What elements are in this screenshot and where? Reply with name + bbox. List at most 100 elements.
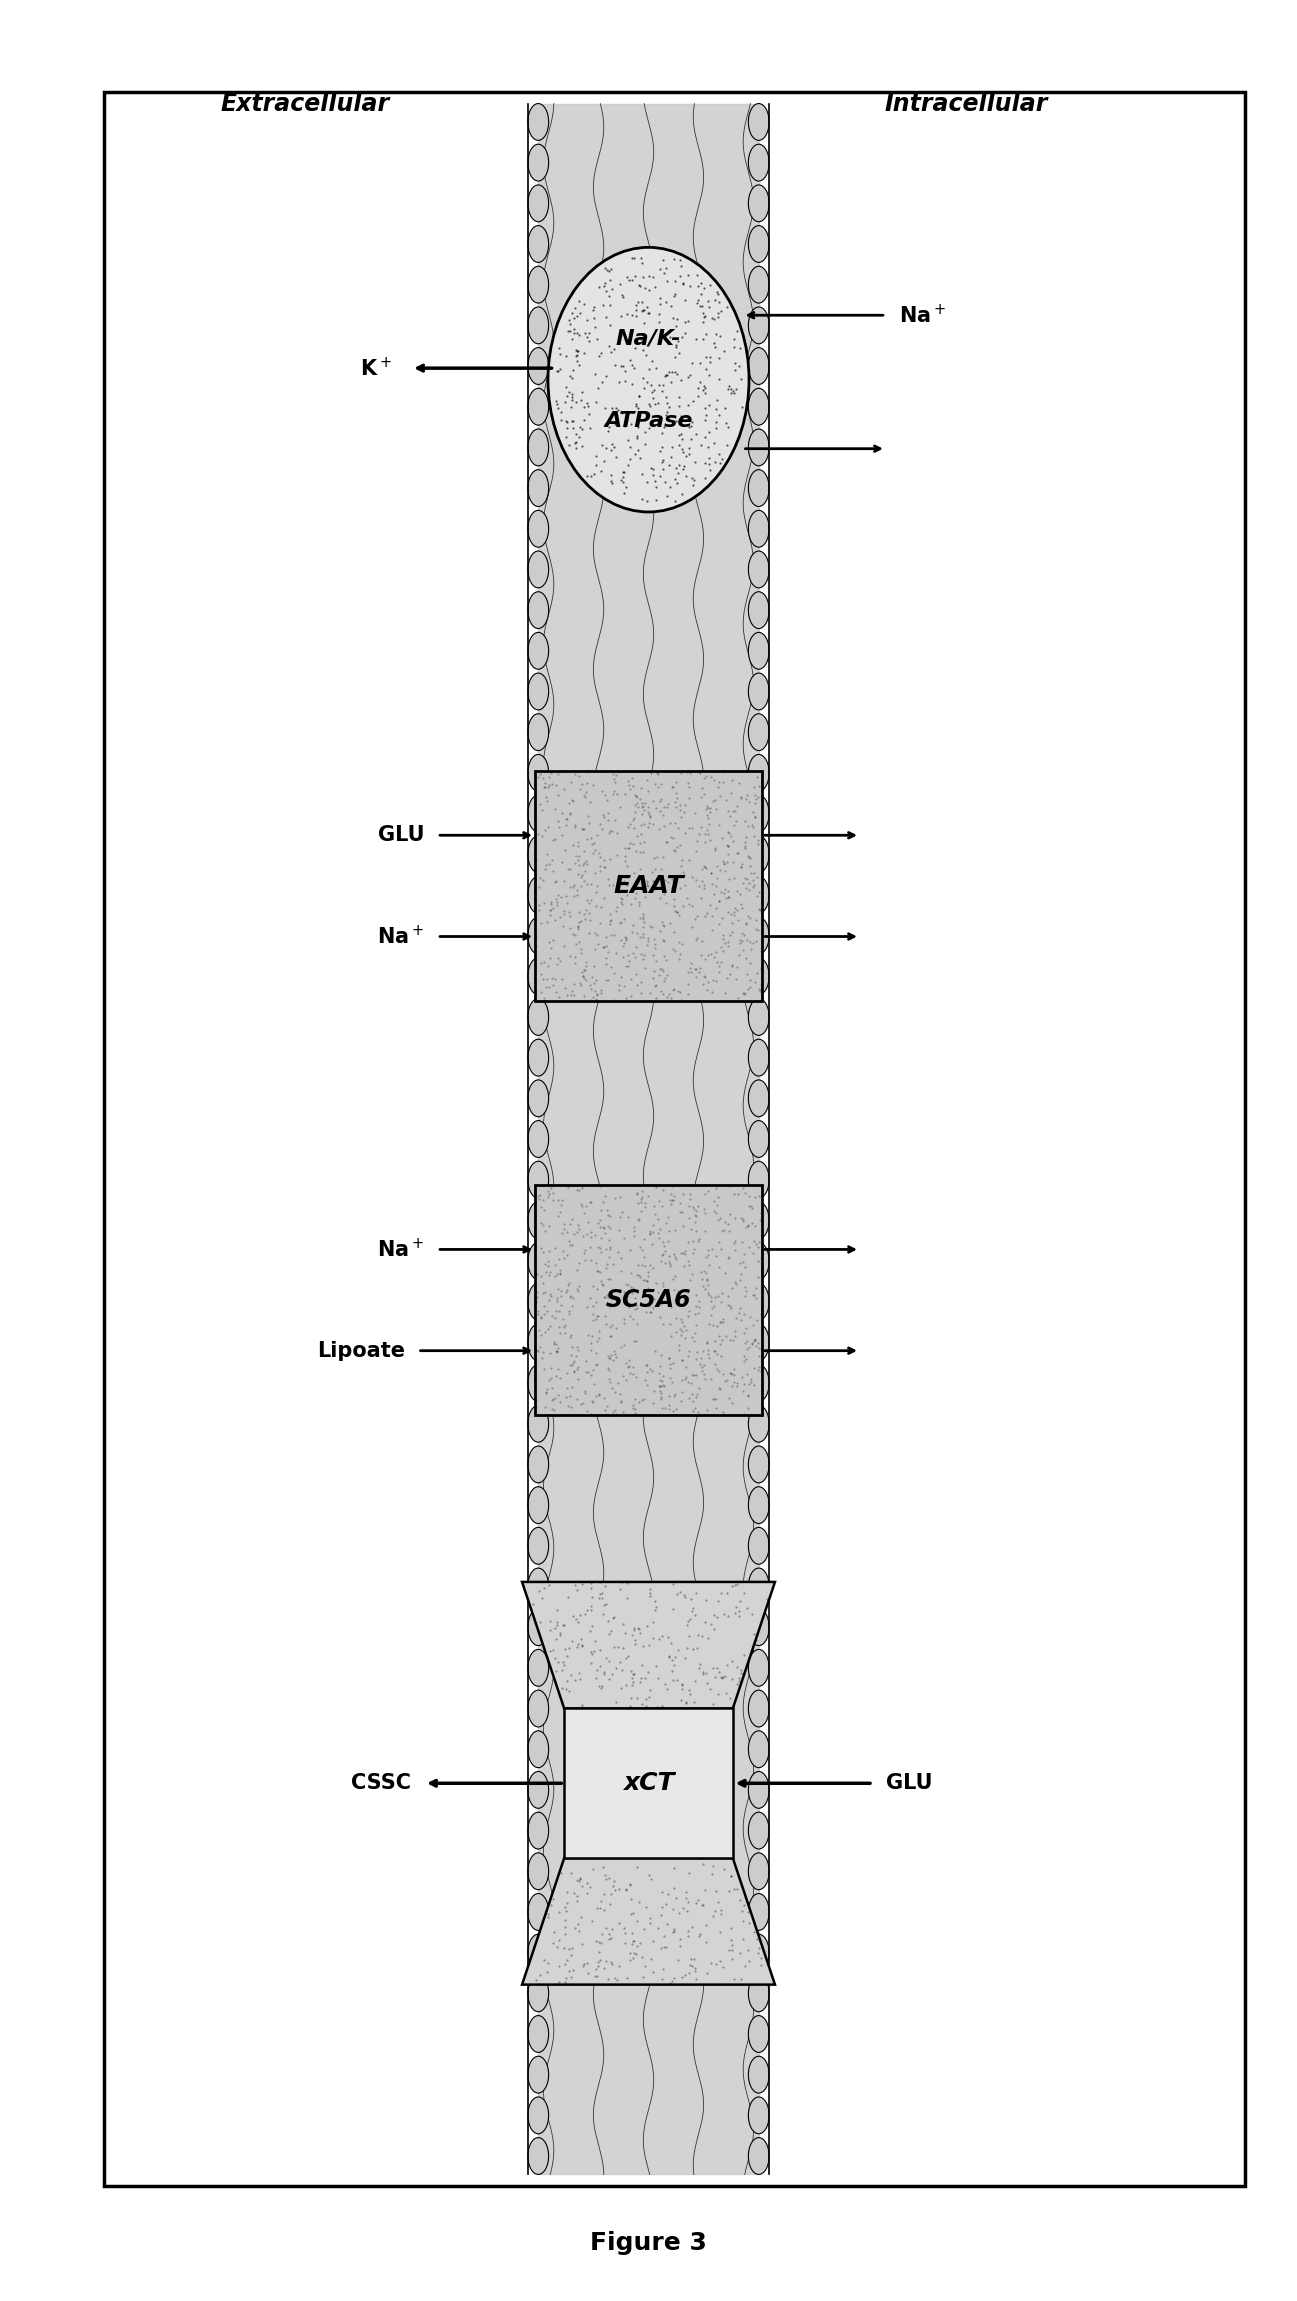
Circle shape: [528, 1772, 549, 1809]
Circle shape: [748, 999, 769, 1035]
Text: K$^+$: K$^+$: [359, 357, 392, 380]
Text: SC5A6: SC5A6: [606, 1289, 691, 1312]
Circle shape: [528, 428, 549, 465]
Circle shape: [748, 511, 769, 548]
Circle shape: [528, 1691, 549, 1728]
Circle shape: [528, 1121, 549, 1157]
Bar: [534, 771, 761, 1001]
Circle shape: [748, 674, 769, 711]
Circle shape: [748, 1852, 769, 1889]
Circle shape: [748, 1364, 769, 1401]
Bar: [104, 92, 1245, 2186]
Text: GLU: GLU: [886, 1774, 933, 1792]
Text: GLU: GLU: [377, 826, 424, 844]
Polygon shape: [521, 1859, 776, 1983]
Circle shape: [748, 1608, 769, 1645]
Circle shape: [528, 389, 549, 426]
Circle shape: [748, 1486, 769, 1523]
Circle shape: [748, 1121, 769, 1157]
Circle shape: [748, 2057, 769, 2094]
Circle shape: [528, 2016, 549, 2052]
Circle shape: [748, 755, 769, 792]
Circle shape: [528, 267, 549, 304]
Circle shape: [528, 2096, 549, 2133]
Circle shape: [748, 633, 769, 670]
Circle shape: [528, 1284, 549, 1321]
Circle shape: [748, 145, 769, 182]
Circle shape: [528, 2057, 549, 2094]
Circle shape: [748, 1284, 769, 1321]
Text: Lipoate: Lipoate: [316, 1341, 405, 1360]
Circle shape: [748, 835, 769, 872]
Circle shape: [528, 347, 549, 384]
Circle shape: [748, 1935, 769, 1972]
Text: ATPase: ATPase: [604, 412, 693, 430]
Text: Na/K-: Na/K-: [616, 329, 681, 347]
Circle shape: [528, 145, 549, 182]
Circle shape: [528, 184, 549, 221]
Circle shape: [528, 1079, 549, 1116]
Circle shape: [528, 1608, 549, 1645]
Circle shape: [748, 957, 769, 994]
Circle shape: [528, 1730, 549, 1767]
Circle shape: [748, 1445, 769, 1482]
Circle shape: [528, 469, 549, 506]
Circle shape: [748, 469, 769, 506]
Circle shape: [748, 1730, 769, 1767]
Text: Na$^+$: Na$^+$: [899, 304, 946, 327]
Circle shape: [528, 2138, 549, 2174]
Circle shape: [748, 918, 769, 955]
Circle shape: [528, 1162, 549, 1199]
Circle shape: [528, 225, 549, 262]
Circle shape: [748, 1772, 769, 1809]
Circle shape: [748, 591, 769, 628]
Circle shape: [748, 1040, 769, 1077]
Text: Na$^+$: Na$^+$: [377, 925, 424, 948]
Circle shape: [528, 835, 549, 872]
Circle shape: [748, 1691, 769, 1728]
Circle shape: [748, 877, 769, 913]
Circle shape: [528, 550, 549, 587]
Circle shape: [748, 796, 769, 833]
Circle shape: [528, 511, 549, 548]
Circle shape: [528, 1243, 549, 1279]
Circle shape: [528, 591, 549, 628]
Circle shape: [748, 550, 769, 587]
Ellipse shape: [547, 246, 750, 513]
Circle shape: [528, 1364, 549, 1401]
Circle shape: [528, 1486, 549, 1523]
Circle shape: [528, 999, 549, 1035]
Circle shape: [528, 918, 549, 955]
Circle shape: [748, 713, 769, 750]
Circle shape: [748, 306, 769, 343]
Bar: [534, 1185, 761, 1415]
Circle shape: [748, 225, 769, 262]
Circle shape: [748, 1201, 769, 1238]
Text: Na$^+$: Na$^+$: [377, 1238, 424, 1261]
Circle shape: [528, 306, 549, 343]
Circle shape: [748, 2138, 769, 2174]
Circle shape: [528, 633, 549, 670]
Circle shape: [528, 1974, 549, 2011]
Circle shape: [748, 389, 769, 426]
Circle shape: [528, 1650, 549, 1687]
Text: Extracellular: Extracellular: [220, 92, 389, 115]
Circle shape: [748, 1162, 769, 1199]
Text: CSSC: CSSC: [351, 1774, 411, 1792]
Circle shape: [528, 104, 549, 140]
Circle shape: [748, 267, 769, 304]
Circle shape: [748, 1079, 769, 1116]
Bar: [564, 1707, 733, 1859]
Circle shape: [748, 1528, 769, 1565]
Text: EAAT: EAAT: [613, 874, 684, 897]
Circle shape: [528, 796, 549, 833]
Text: Figure 3: Figure 3: [590, 2232, 707, 2255]
Circle shape: [528, 957, 549, 994]
Text: xCT: xCT: [623, 1772, 674, 1795]
Circle shape: [528, 674, 549, 711]
Circle shape: [748, 1567, 769, 1604]
Circle shape: [528, 1894, 549, 1931]
Circle shape: [748, 347, 769, 384]
Circle shape: [528, 1445, 549, 1482]
Circle shape: [528, 1567, 549, 1604]
